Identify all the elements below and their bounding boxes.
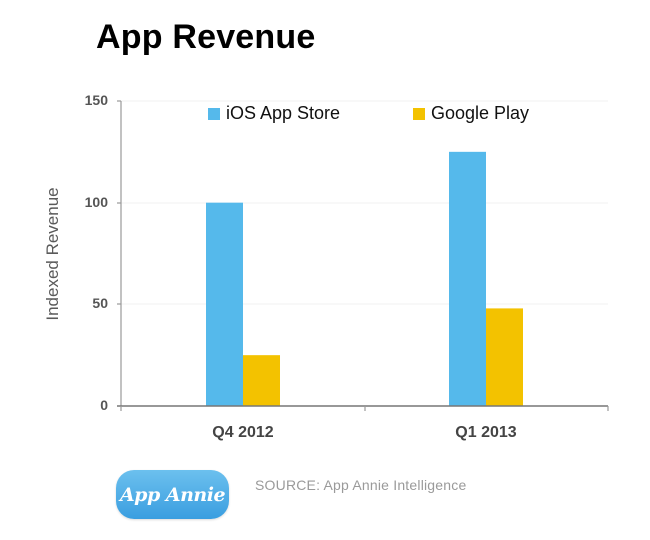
- bar-google-q4-2012: [243, 355, 280, 406]
- bar-google-q1-2013: [486, 308, 523, 406]
- bar-ios-q1-2013: [449, 151, 486, 406]
- x-tick-q4-2012: Q4 2012: [212, 424, 274, 441]
- app-annie-logo: App Annie: [116, 470, 229, 519]
- x-tick-q1-2013: Q1 2013: [455, 424, 517, 441]
- y-tick-100: 100: [84, 194, 108, 210]
- y-tick-50: 50: [92, 295, 108, 311]
- legend-item-google: Google Play: [413, 103, 529, 124]
- ios-swatch-icon: [208, 107, 220, 120]
- axes: [117, 100, 609, 411]
- y-tick-0: 0: [100, 397, 108, 413]
- chart-title: App Revenue: [96, 18, 316, 56]
- legend-item-ios: iOS App Store: [208, 103, 340, 124]
- bars: [206, 151, 523, 406]
- bar-ios-q4-2012: [206, 202, 243, 406]
- gridlines: [121, 100, 608, 305]
- y-axis-label: Indexed Revenue: [43, 187, 62, 321]
- source-note: SOURCE: App Annie Intelligence: [255, 477, 467, 493]
- google-swatch-icon: [413, 107, 425, 120]
- y-tick-150: 150: [84, 92, 108, 108]
- legend-label-google: Google Play: [431, 103, 530, 123]
- legend-label-ios: iOS App Store: [226, 103, 341, 123]
